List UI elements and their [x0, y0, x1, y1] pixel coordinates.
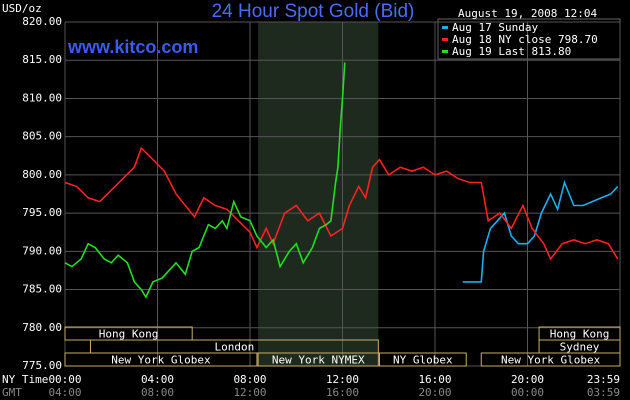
session-label: Sydney — [560, 341, 600, 354]
x2-tick-label: 00:00 — [511, 386, 544, 399]
x2-axis-label: GMT — [2, 386, 22, 399]
y-tick-label: 785.00 — [22, 283, 62, 296]
session-box — [64, 352, 258, 367]
session-label: New York Globex — [501, 354, 601, 367]
session-box — [257, 352, 379, 367]
y-tick-label: 800.00 — [22, 168, 62, 181]
session-box — [379, 352, 467, 367]
series-line — [64, 146, 619, 261]
y-tick-label: 780.00 — [22, 321, 62, 334]
session-shade — [258, 22, 379, 366]
session-label: Hong Kong — [550, 328, 610, 341]
site-url: www.kitco.com — [67, 37, 198, 57]
x2-tick-label: 16:00 — [326, 386, 359, 399]
session-label: NY Globex — [393, 354, 453, 367]
x2-tick-label: 20:00 — [418, 386, 451, 399]
x-tick-label: 00:00 — [48, 373, 81, 386]
chart-title: 24 Hour Spot Gold (Bid) — [212, 1, 415, 22]
session-box — [480, 352, 621, 367]
legend-swatch — [442, 50, 448, 53]
x-tick-label: 04:00 — [141, 373, 174, 386]
session-label: New York Globex — [111, 354, 211, 367]
legend-label: Aug 18 NY close 798.70 — [452, 33, 598, 46]
legend-swatch — [442, 38, 448, 41]
x-tick-label: 20:00 — [511, 373, 544, 386]
y-tick-label: 790.00 — [22, 244, 62, 257]
x-tick-label: 23:59 — [587, 373, 620, 386]
y-tick-label: 810.00 — [22, 91, 62, 104]
legend-label: Aug 19 Last 813.80 — [452, 45, 571, 58]
x-tick-label: 12:00 — [326, 373, 359, 386]
x2-tick-label: 08:00 — [141, 386, 174, 399]
legend-swatch — [442, 26, 448, 29]
y-tick-label: 775.00 — [22, 359, 62, 372]
x-axis-label: NY Time — [2, 373, 48, 386]
legend-label: Aug 17 Sunday — [452, 21, 538, 34]
y-tick-label: 795.00 — [22, 206, 62, 219]
y-unit: USD/oz — [2, 2, 42, 15]
timestamp: August 19, 2008 12:04 — [458, 7, 597, 20]
x2-tick-label: 12:00 — [233, 386, 266, 399]
session-label: New York NYMEX — [272, 354, 365, 367]
y-tick-label: 815.00 — [22, 53, 62, 66]
session-label: London — [215, 341, 255, 354]
x2-tick-label: 03:59 — [587, 386, 620, 399]
series-line — [462, 179, 619, 283]
session-label: Hong Kong — [99, 328, 159, 341]
series-line — [64, 62, 346, 299]
x-tick-label: 16:00 — [418, 373, 451, 386]
y-tick-label: 820.00 — [22, 15, 62, 28]
x2-tick-label: 04:00 — [48, 386, 81, 399]
y-tick-label: 805.00 — [22, 130, 62, 143]
x-tick-label: 08:00 — [233, 373, 266, 386]
